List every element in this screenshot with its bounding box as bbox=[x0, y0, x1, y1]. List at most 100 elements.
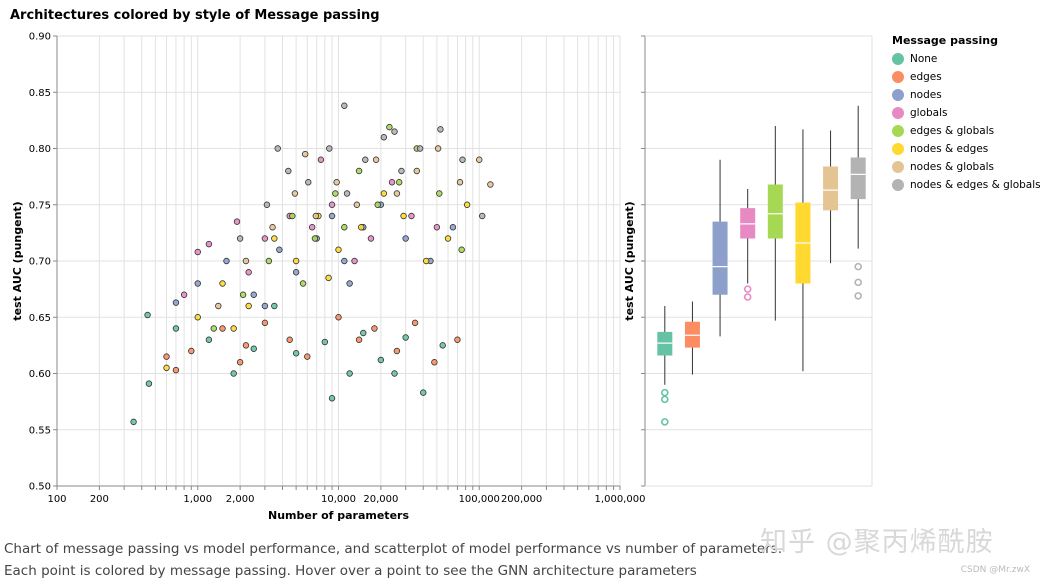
data-point bbox=[325, 274, 332, 282]
data-point bbox=[346, 370, 353, 377]
y-tick-label: 0.85 bbox=[29, 88, 51, 99]
data-point bbox=[328, 201, 336, 208]
y-tick-label: 0.55 bbox=[29, 425, 51, 436]
data-point bbox=[362, 156, 369, 163]
legend-item: None bbox=[892, 50, 1041, 68]
data-point bbox=[400, 212, 407, 220]
data-point bbox=[302, 150, 309, 158]
data-point bbox=[130, 418, 137, 426]
data-point bbox=[271, 235, 278, 242]
data-point bbox=[371, 325, 378, 332]
outlier-point bbox=[743, 285, 752, 293]
data-point bbox=[210, 325, 217, 332]
box-nodes-edges bbox=[795, 129, 811, 372]
legend-label: nodes & globals bbox=[910, 161, 995, 173]
data-point bbox=[335, 314, 342, 321]
data-point bbox=[172, 366, 180, 374]
data-point bbox=[245, 302, 252, 310]
data-point bbox=[242, 257, 250, 265]
data-point bbox=[144, 311, 151, 319]
data-point bbox=[180, 291, 188, 298]
data-point bbox=[304, 353, 311, 360]
x-axis-title: Number of parameters bbox=[268, 509, 409, 522]
legend-swatch bbox=[892, 179, 904, 191]
data-point bbox=[219, 325, 226, 332]
data-point bbox=[233, 218, 241, 225]
box-nodes-globals bbox=[823, 130, 839, 264]
data-point bbox=[436, 190, 443, 197]
data-point bbox=[360, 329, 367, 337]
data-point bbox=[230, 370, 237, 377]
outlier-point bbox=[661, 418, 669, 426]
data-point bbox=[434, 145, 442, 152]
data-point bbox=[372, 156, 380, 163]
data-point bbox=[269, 224, 276, 231]
data-point bbox=[205, 336, 213, 343]
legend-swatch bbox=[892, 71, 904, 83]
x-tick-label: 200,000 bbox=[501, 494, 542, 505]
x-tick-label: 200 bbox=[90, 494, 109, 505]
data-point bbox=[456, 179, 464, 186]
data-point bbox=[341, 257, 348, 265]
data-point bbox=[391, 128, 398, 135]
data-point bbox=[420, 389, 427, 396]
outlier-point bbox=[661, 395, 669, 404]
box-nodes-edges-globals bbox=[850, 105, 866, 300]
data-point bbox=[312, 212, 320, 220]
credit-text: CSDN @Mr.zwX bbox=[960, 565, 1030, 575]
data-point bbox=[172, 299, 180, 306]
data-point bbox=[145, 380, 153, 387]
box-none bbox=[657, 306, 673, 426]
data-point bbox=[245, 269, 252, 276]
caption: Chart of message passing vs model perfor… bbox=[4, 541, 783, 579]
data-point bbox=[188, 347, 195, 355]
data-point bbox=[355, 336, 363, 343]
data-point bbox=[194, 248, 201, 256]
legend-label: nodes & edges & globals bbox=[910, 179, 1041, 191]
data-point bbox=[250, 345, 257, 352]
box-globals bbox=[740, 189, 756, 301]
data-point bbox=[215, 302, 222, 310]
data-point bbox=[380, 190, 388, 197]
data-point bbox=[408, 212, 415, 220]
box-nodes bbox=[712, 159, 728, 337]
data-point bbox=[431, 359, 438, 366]
data-point bbox=[393, 347, 401, 355]
outlier-point bbox=[854, 292, 862, 300]
data-point bbox=[292, 269, 300, 276]
data-point bbox=[437, 126, 444, 133]
data-point bbox=[236, 359, 244, 366]
data-point bbox=[454, 336, 461, 343]
data-point bbox=[285, 167, 292, 175]
legend-swatch bbox=[892, 125, 904, 137]
data-point bbox=[487, 181, 494, 188]
data-point bbox=[398, 167, 405, 175]
data-point bbox=[261, 302, 269, 310]
data-point bbox=[328, 212, 336, 220]
data-point bbox=[391, 370, 398, 377]
x-tick-label: 2,000 bbox=[226, 494, 255, 505]
legend-swatch bbox=[892, 161, 904, 173]
data-point bbox=[402, 334, 409, 341]
legend-item: nodes & edges bbox=[892, 140, 1041, 158]
data-point bbox=[333, 179, 340, 186]
data-point bbox=[346, 280, 353, 287]
data-point bbox=[396, 179, 403, 186]
legend-swatch bbox=[892, 53, 904, 65]
data-point bbox=[377, 356, 385, 364]
legend-items: None edges nodes globals edges & globals node… bbox=[892, 50, 1041, 194]
data-point bbox=[261, 235, 269, 242]
legend-title: Message passing bbox=[892, 34, 998, 47]
data-point bbox=[291, 190, 299, 197]
data-point bbox=[402, 235, 409, 242]
data-point bbox=[341, 224, 348, 231]
data-point bbox=[250, 291, 257, 298]
legend-label: globals bbox=[910, 107, 948, 119]
y-axis-title: test AUC (pungent) bbox=[11, 201, 24, 320]
data-point bbox=[286, 336, 293, 343]
data-point bbox=[413, 167, 420, 175]
box-body bbox=[823, 166, 839, 211]
box-body bbox=[712, 221, 728, 295]
data-point bbox=[276, 246, 283, 253]
